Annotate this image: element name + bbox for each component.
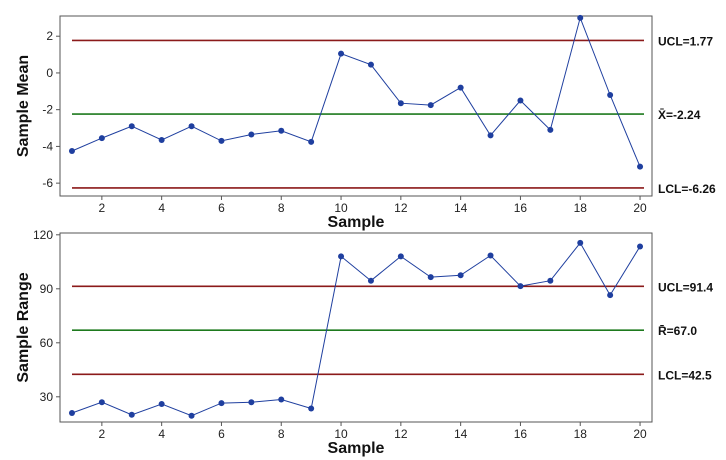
cl-label: X̄=-2.24 [658, 108, 701, 122]
data-point [278, 127, 285, 134]
x-axis-title: Sample [328, 214, 385, 231]
x-tick-label: 8 [278, 427, 285, 441]
plot-frame [59, 232, 653, 423]
x-tick-label: 4 [158, 427, 165, 441]
x-tick-label: 2 [99, 427, 106, 441]
data-point [367, 277, 374, 284]
data-point [68, 148, 75, 154]
data-point [427, 274, 434, 281]
range-chart-panel: 2 4 6 8 10 12 14 16 18 20 120 90 60 30 Sample Sample Ra… [15, 228, 713, 457]
x-tick-label: 18 [574, 427, 588, 441]
plot-frame [59, 15, 653, 197]
data-point [487, 252, 494, 259]
data-point [457, 84, 464, 91]
ucl-label: UCL=91.4 [658, 280, 713, 294]
data-point [547, 277, 554, 284]
x-tick-label: 16 [514, 427, 528, 441]
lcl-label: LCL=42.5 [658, 368, 712, 382]
x-tick-label: 12 [394, 201, 408, 215]
data-point [128, 123, 135, 130]
data-point [427, 102, 434, 109]
x-tick-label: 6 [218, 427, 225, 441]
data-point [98, 135, 105, 142]
data-point [308, 405, 315, 412]
x-tick-label: 2 [99, 201, 106, 215]
cl-label: R̄=67.0 [658, 324, 697, 338]
ucl-label: UCL=1.77 [658, 34, 713, 48]
y-tick-label: 90 [40, 282, 54, 296]
x-tick-label: 6 [218, 201, 225, 215]
x-tick-label: 12 [394, 427, 408, 441]
y-tick-label: -4 [42, 139, 53, 153]
data-point [577, 239, 584, 246]
data-point [367, 61, 374, 68]
data-point [637, 243, 644, 250]
data-point [188, 412, 195, 419]
x-tick-label: 20 [633, 201, 647, 215]
data-point [397, 253, 404, 260]
y-tick-label: 30 [40, 390, 54, 404]
x-tick-label: 14 [454, 427, 468, 441]
data-point [218, 137, 225, 144]
x-tick-label: 10 [334, 427, 348, 441]
data-point [68, 410, 75, 416]
data-point [457, 272, 464, 279]
y-tick-label: -6 [42, 176, 53, 190]
data-point [338, 50, 345, 57]
x-tick-label: 8 [278, 201, 285, 215]
series-line [71, 16, 641, 167]
data-point [338, 253, 345, 260]
data-point [248, 399, 255, 406]
data-point [607, 91, 614, 98]
data-point [98, 399, 105, 406]
data-point [397, 100, 404, 107]
data-point [128, 411, 135, 418]
x-tick-label: 14 [454, 201, 468, 215]
data-point [308, 138, 315, 145]
data-point [637, 163, 644, 170]
y-axis-title: Sample Range [15, 272, 32, 382]
data-point [188, 123, 195, 130]
data-point [577, 14, 584, 21]
x-tick-label: 20 [633, 427, 647, 441]
data-point [278, 396, 285, 403]
x-tick-label: 16 [514, 201, 528, 215]
data-point [517, 97, 524, 104]
x-tick-label: 10 [334, 201, 348, 215]
data-point [158, 136, 165, 143]
x-tick-label: 18 [574, 201, 588, 215]
data-point [607, 292, 614, 299]
x-tick-label: 4 [158, 201, 165, 215]
data-point [158, 401, 165, 407]
y-tick-label: 0 [46, 66, 53, 80]
lcl-label: LCL=-6.26 [658, 182, 716, 196]
x-axis-title: Sample [328, 440, 385, 457]
data-point [487, 132, 494, 139]
y-tick-label: -2 [42, 103, 53, 117]
y-axis-title: Sample Mean [15, 55, 32, 157]
y-tick-label: 2 [46, 29, 53, 43]
y-tick-label: 60 [40, 336, 54, 350]
data-point [248, 131, 255, 138]
series-line [71, 242, 641, 417]
data-point [517, 283, 524, 290]
data-point [547, 126, 554, 133]
data-point [218, 400, 225, 407]
y-tick-label: 120 [33, 228, 53, 242]
